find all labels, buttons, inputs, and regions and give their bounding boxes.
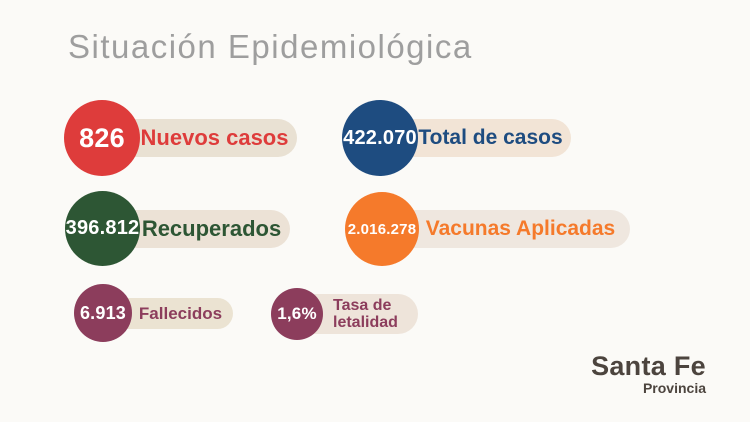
stat-circle: 396.812 [65,191,140,266]
stat-label-line2: letalidad [333,314,398,331]
stat-circle: 1,6% [271,288,323,340]
stat-fallecidos: Fallecidos 6.913 [74,284,233,342]
stat-circle: 2.016.278 [345,192,419,266]
santa-fe-logo: Santa Fe Provincia [591,352,706,396]
stat-value: 826 [79,122,125,153]
page-title: Situación Epidemiológica [68,28,473,65]
stat-label-line1: Tasa de [333,297,392,314]
stat-label: Vacunas Aplicadas [425,217,616,240]
logo-name: Santa Fe [591,351,706,381]
stat-value: 422.070 [343,126,417,149]
stat-value: 396.812 [65,217,140,239]
stat-label: Fallecidos [138,303,223,323]
stat-total-casos: Total de casos 422.070 [342,100,571,176]
stat-value: 1,6% [277,304,317,323]
stat-circle: 422.070 [342,100,418,176]
stat-nuevos-casos: Nuevos casos 826 [64,100,297,176]
stat-circle: 826 [64,100,140,176]
stat-circle: 6.913 [74,284,132,342]
stat-label: Recuperados [141,216,282,241]
stat-pill: Vacunas Aplicadas [381,210,630,248]
stat-value: 2.016.278 [347,220,417,238]
stat-label: Tasa de letalidad [333,297,398,331]
stat-label: Total de casos [418,126,563,149]
stat-value: 6.913 [79,302,127,323]
stat-tasa-letalidad: Tasa de letalidad 1,6% [271,288,418,340]
logo-subtitle: Provincia [642,380,706,396]
stat-vacunas-aplicadas: Vacunas Aplicadas 2.016.278 [345,192,630,266]
stat-recuperados: Recuperados 396.812 [65,191,290,266]
stat-label: Nuevos casos [140,125,289,150]
